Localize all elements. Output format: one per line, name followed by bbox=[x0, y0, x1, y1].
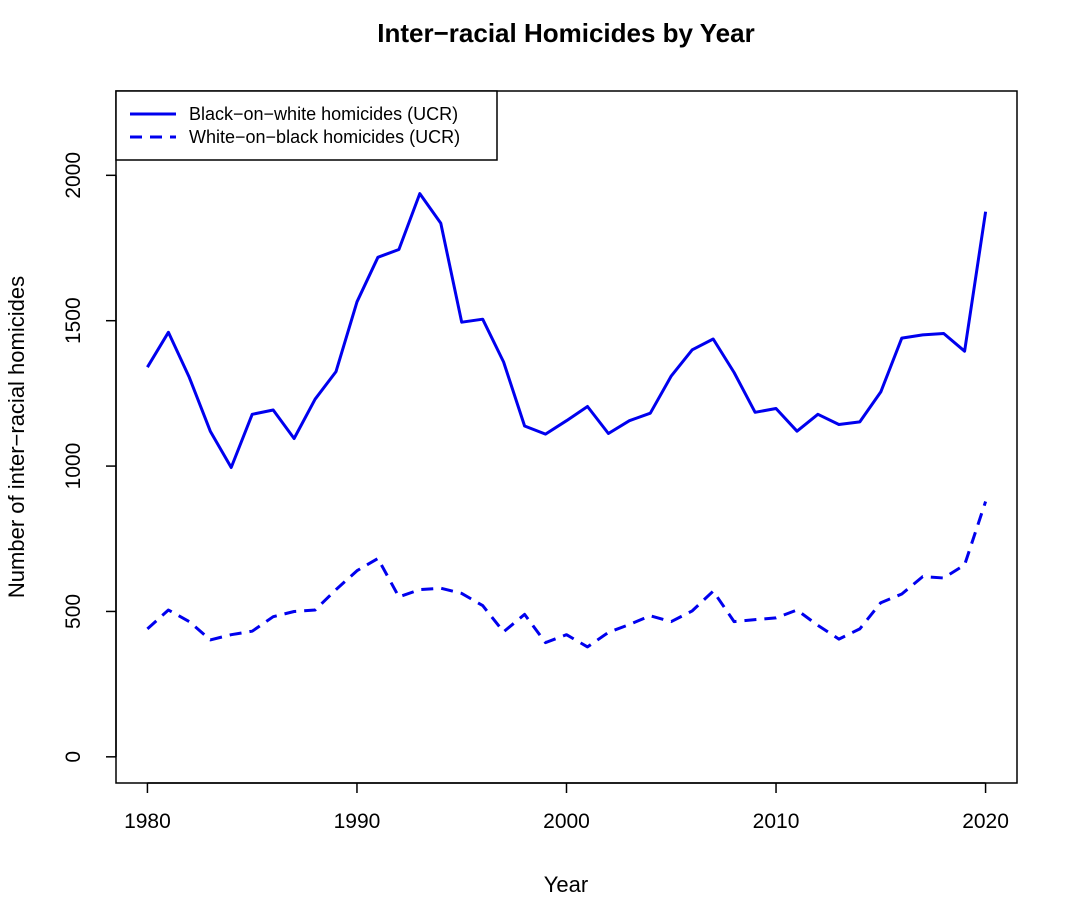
x-axis: 1980 1990 2000 2010 2020 bbox=[124, 782, 1009, 833]
x-tick-label: 2010 bbox=[753, 810, 800, 833]
y-axis-label: Number of inter−racial homicides bbox=[4, 276, 29, 598]
x-tick-label: 2000 bbox=[543, 810, 590, 833]
legend: Black−on−white homicides (UCR) White−on−b… bbox=[115, 90, 498, 161]
y-tick-label: 1000 bbox=[62, 443, 85, 490]
series-layer bbox=[146, 192, 988, 649]
x-tick-label: 2020 bbox=[962, 810, 1009, 833]
y-axis: 0 500 1000 1500 2000 bbox=[62, 152, 117, 763]
x-tick-label: 1980 bbox=[124, 810, 171, 833]
y-tick-label: 2000 bbox=[62, 152, 85, 199]
y-tick-label: 0 bbox=[62, 751, 85, 763]
chart-title: Inter−racial Homicides by Year bbox=[377, 18, 754, 48]
y-tick-label: 500 bbox=[62, 594, 85, 629]
series-line-1 bbox=[146, 192, 988, 469]
legend-label-2: White−on−black homicides (UCR) bbox=[189, 127, 460, 147]
legend-box bbox=[115, 90, 498, 161]
x-axis-label: Year bbox=[544, 872, 588, 897]
x-tick-label: 1990 bbox=[334, 810, 381, 833]
legend-label-1: Black−on−white homicides (UCR) bbox=[189, 104, 458, 124]
y-tick-label: 1500 bbox=[62, 297, 85, 344]
plot-frame bbox=[115, 90, 1018, 784]
series-line-2 bbox=[146, 501, 988, 649]
